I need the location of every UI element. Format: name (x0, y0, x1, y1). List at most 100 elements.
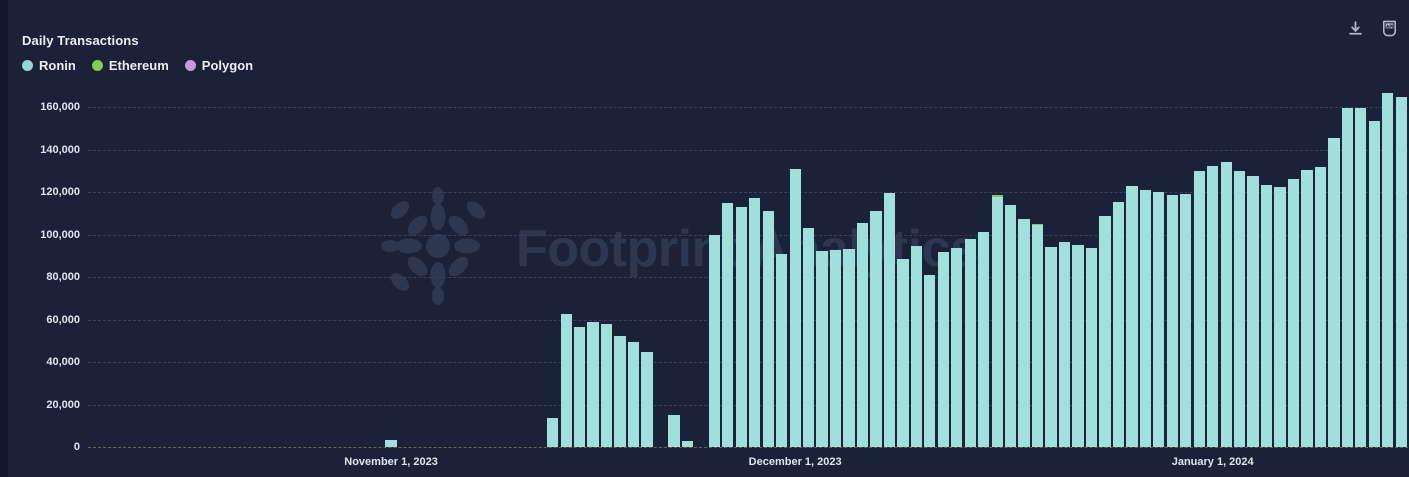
bar-ronin[interactable] (708, 235, 720, 447)
y-axis-tick-label: 140,000 (40, 143, 80, 156)
bar-ronin[interactable] (1058, 242, 1071, 447)
bar-ronin[interactable] (1166, 194, 1178, 447)
bar-ronin[interactable] (614, 335, 626, 447)
bar-ronin[interactable] (1153, 191, 1165, 447)
bar-ronin[interactable] (1341, 107, 1354, 447)
legend-item-label: Polygon (201, 58, 254, 73)
y-axis-tick-label: 160,000 (40, 101, 80, 113)
legend-item-polygon[interactable]: Polygon (184, 58, 254, 73)
page-title: Daily Transactions (22, 33, 139, 48)
bar-ronin[interactable] (870, 211, 882, 447)
api-icon[interactable] (1379, 18, 1399, 38)
bar-ronin[interactable] (1368, 120, 1380, 447)
bar-ronin[interactable] (1355, 108, 1367, 447)
bar-ronin[interactable] (1287, 178, 1300, 447)
bar-ethereum[interactable] (991, 195, 1003, 198)
bar-ronin[interactable] (587, 321, 599, 447)
x-axis-tick-label: November 1, 2023 (344, 456, 438, 468)
y-axis-tick-label: 80,000 (46, 271, 80, 283)
bar-ronin[interactable] (762, 210, 774, 447)
grid-line (88, 319, 1408, 321)
grid-line (88, 192, 1408, 193)
legend-item-label: Ronin (39, 58, 76, 73)
bar-ronin[interactable] (1233, 171, 1246, 447)
grid-line (88, 362, 1408, 363)
bar-ronin[interactable] (1382, 93, 1394, 447)
download-icon[interactable] (1345, 18, 1365, 38)
legend-color-dot (91, 60, 103, 71)
bar-ronin[interactable] (1260, 185, 1273, 447)
chart-legend: Ronin Ethereum Polygon (22, 58, 253, 73)
grid-line (88, 107, 1408, 108)
bar-ronin[interactable] (1099, 215, 1111, 447)
bar-ronin[interactable] (964, 238, 976, 447)
bar-ronin[interactable] (1301, 169, 1313, 447)
bar-ronin[interactable] (385, 440, 397, 447)
legend-item-ronin[interactable]: Ronin (22, 58, 76, 73)
chart-panel: Daily Transactions Ronin Ethereum Polygon (8, 0, 1409, 477)
y-axis-tick-label: 20,000 (46, 398, 80, 411)
bar-ronin[interactable] (547, 417, 559, 447)
bar-ronin[interactable] (1395, 97, 1407, 447)
bar-ronin[interactable] (883, 192, 896, 447)
y-axis-tick-label: 0 (73, 441, 80, 453)
grid-line (88, 404, 1408, 406)
x-axis-tick-label: January 1, 2024 (1171, 456, 1254, 468)
legend-color-dot (184, 60, 196, 71)
y-axis-tick-label: 40,000 (46, 356, 80, 368)
y-axis: 0 20,000 40,000 60,000 80,000 100,000 120,000 1… (8, 0, 88, 477)
bar-ronin[interactable] (802, 228, 815, 447)
chart-toolbar (1345, 18, 1399, 38)
legend-item-label: Ethereum (108, 58, 169, 73)
bar-ronin[interactable] (722, 203, 734, 447)
bar-ronin[interactable] (951, 248, 963, 447)
bar-ronin[interactable] (991, 197, 1003, 447)
legend-item-ethereum[interactable]: Ethereum (91, 58, 169, 73)
bar-ronin[interactable] (1274, 186, 1286, 447)
bar-ronin[interactable] (1193, 170, 1205, 447)
bar-ronin[interactable] (789, 169, 801, 447)
bar-ronin[interactable] (681, 441, 694, 447)
bar-ronin[interactable] (1314, 167, 1327, 447)
bar-ethereum[interactable] (1031, 223, 1044, 226)
legend-color-dot (22, 60, 33, 71)
bar-ronin[interactable] (776, 253, 788, 447)
bar-ronin[interactable] (978, 231, 990, 447)
bar-ronin[interactable] (560, 313, 572, 447)
bar-ronin[interactable] (749, 197, 761, 447)
bar-ronin[interactable] (641, 352, 653, 447)
bar-ronin[interactable] (1126, 185, 1138, 447)
x-axis-tick-label: December 1, 2023 (748, 456, 842, 468)
bar-ronin[interactable] (668, 415, 680, 447)
grid-line (88, 277, 1408, 278)
bar-ronin[interactable] (1005, 205, 1017, 447)
bar-ronin[interactable] (600, 324, 613, 447)
bar-ronin[interactable] (1112, 201, 1125, 447)
bar-ronin[interactable] (735, 207, 747, 447)
bar-ronin[interactable] (924, 275, 936, 447)
bar-ronin[interactable] (1072, 245, 1084, 447)
bar-ronin[interactable] (1207, 165, 1219, 447)
bar-ronin[interactable] (829, 250, 842, 447)
zero-axis-line (88, 447, 1408, 448)
bar-ronin[interactable] (1045, 247, 1057, 447)
bar-ronin[interactable] (897, 259, 909, 447)
bar-ronin[interactable] (816, 251, 828, 447)
bar-ronin[interactable] (1247, 176, 1259, 447)
bar-ronin[interactable] (627, 341, 640, 447)
bar-series (88, 0, 1408, 477)
bar-ronin[interactable] (1328, 138, 1340, 447)
bar-ronin[interactable] (910, 246, 922, 447)
bar-ronin[interactable] (843, 248, 855, 447)
y-axis-tick-label: 60,000 (46, 313, 80, 326)
bar-ronin[interactable] (573, 327, 586, 447)
bar-ronin[interactable] (1220, 162, 1232, 447)
bar-ronin[interactable] (937, 251, 949, 447)
bar-ronin[interactable] (1180, 194, 1192, 447)
bar-ronin[interactable] (1139, 189, 1151, 447)
bar-ronin[interactable] (1018, 219, 1030, 447)
bar-ronin[interactable] (1085, 247, 1098, 447)
bar-ronin[interactable] (1031, 225, 1044, 447)
bar-ronin[interactable] (856, 222, 869, 447)
